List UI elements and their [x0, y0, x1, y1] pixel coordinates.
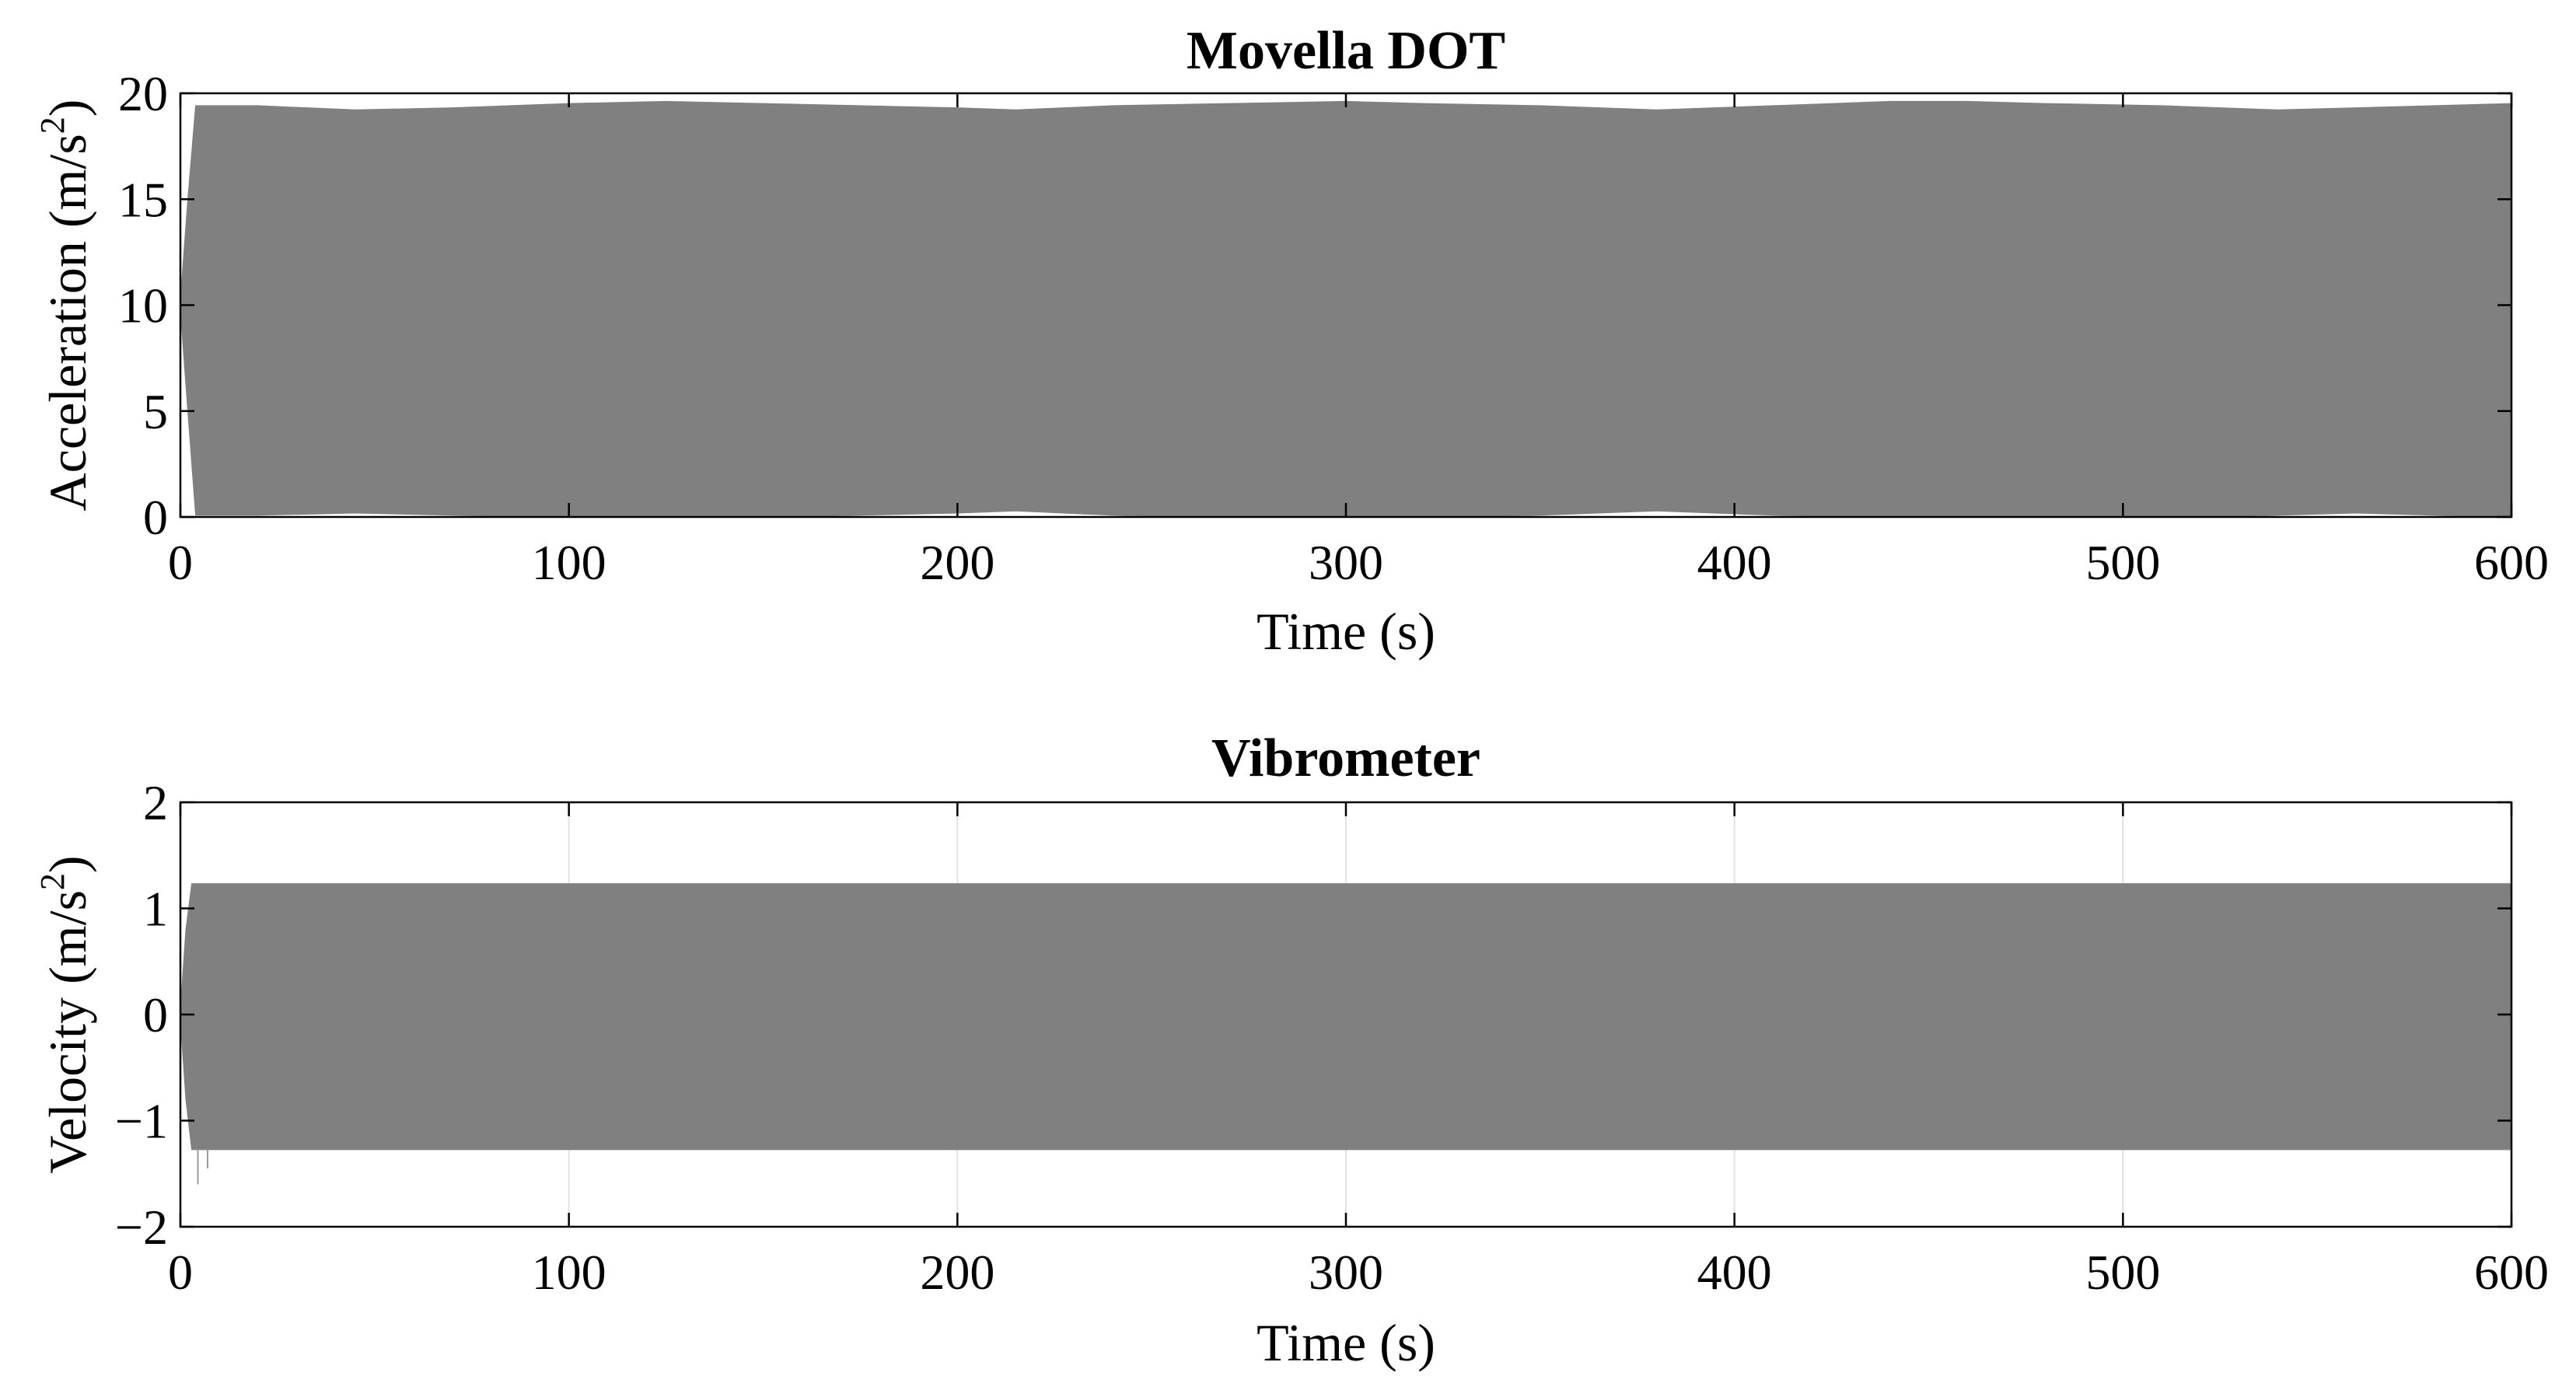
- x-tick-label: 400: [1697, 1245, 1772, 1300]
- y-axis-label-main: Acceleration (m/s: [38, 134, 97, 511]
- x-tick-label: 500: [2085, 535, 2160, 590]
- y-tick-label: 20: [118, 66, 168, 121]
- plot-area: [179, 100, 2512, 519]
- x-tick-label: 100: [532, 1245, 606, 1300]
- y-tick-label: 10: [118, 278, 168, 334]
- x-tick-label: 400: [1697, 535, 1772, 590]
- ticks: 0 100 200 300 400 500 600 0 5 10 15 20: [118, 66, 2549, 590]
- y-axis-label-main: Velocity (m/s: [38, 890, 97, 1174]
- signal-band: [179, 883, 2512, 1151]
- x-tick-label: 300: [1309, 1245, 1383, 1300]
- x-axis-label: Time (s): [1257, 602, 1435, 661]
- y-tick-label: 0: [143, 490, 168, 545]
- x-tick-label: 200: [920, 1245, 994, 1300]
- x-tick-label: 0: [168, 535, 193, 590]
- y-tick-label: −1: [115, 1094, 168, 1149]
- y-tick-label: 2: [143, 775, 168, 830]
- y-axis-label-superscript: 2: [33, 873, 72, 890]
- x-tick-label: 100: [532, 535, 606, 590]
- ticks: 0 100 200 300 400 500 600 −2 −1 0 1 2: [115, 775, 2549, 1300]
- y-axis-label: Acceleration (m/s2): [33, 100, 97, 512]
- chart-title: Movella DOT: [1187, 21, 1505, 81]
- velocity-chart: 0 100 200 300 400 500 600 −2 −1 0 1 2 Vibrometer Ti…: [33, 728, 2549, 1372]
- x-tick-label: 300: [1309, 535, 1383, 590]
- signal-band: [179, 100, 2512, 519]
- y-axis-label-close: ): [38, 855, 97, 873]
- x-tick-label: 600: [2474, 1245, 2549, 1300]
- x-tick-label: 0: [168, 1245, 193, 1300]
- x-axis-label: Time (s): [1257, 1313, 1435, 1372]
- plot-area: [179, 883, 2512, 1185]
- y-tick-label: −2: [115, 1200, 168, 1255]
- chart-title: Vibrometer: [1211, 728, 1480, 788]
- y-tick-label: 15: [118, 172, 168, 227]
- y-axis-label: Velocity (m/s2): [33, 855, 97, 1173]
- y-axis-label-superscript: 2: [33, 117, 72, 134]
- y-axis-label-close: ): [38, 100, 97, 117]
- y-tick-label: 1: [143, 882, 168, 937]
- x-tick-label: 600: [2474, 535, 2549, 590]
- y-tick-label: 0: [143, 987, 168, 1043]
- y-tick-label: 5: [143, 384, 168, 439]
- x-tick-label: 200: [920, 535, 994, 590]
- x-tick-label: 500: [2085, 1245, 2160, 1300]
